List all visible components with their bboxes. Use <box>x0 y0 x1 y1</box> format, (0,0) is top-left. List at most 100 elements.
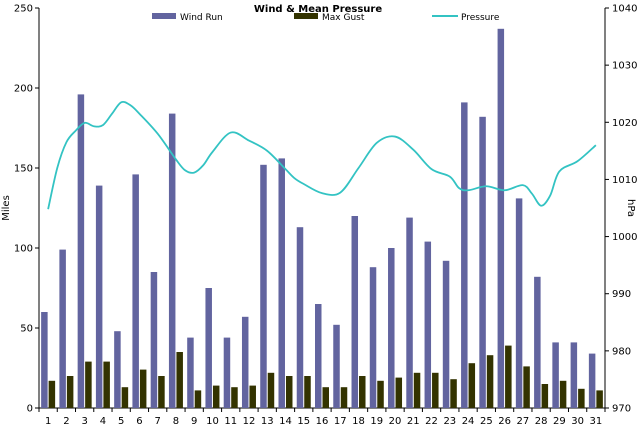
x-tick-label: 27 <box>516 416 529 427</box>
bar-wind-run <box>315 304 322 408</box>
bar-max-gust <box>486 355 494 408</box>
bar-max-gust <box>139 369 147 408</box>
x-tick-label: 12 <box>243 416 256 427</box>
bar-max-gust <box>85 361 92 408</box>
x-tick-label: 26 <box>498 416 511 427</box>
x-tick-label: 23 <box>443 416 456 427</box>
bar-max-gust <box>194 390 202 408</box>
y-tick-label-left: 50 <box>20 324 33 335</box>
x-tick-label: 28 <box>535 416 548 427</box>
bar-max-gust <box>450 379 457 408</box>
x-tick-label: 17 <box>334 416 347 427</box>
bar-wind-run <box>187 337 194 408</box>
bar-wind-run <box>205 288 212 408</box>
bar-wind-run <box>534 276 541 408</box>
bar-wind-run <box>150 272 158 408</box>
bar-wind-run <box>168 113 176 408</box>
bar-max-gust <box>212 385 220 408</box>
legend-label-max-gust: Max Gust <box>322 13 365 23</box>
bar-max-gust <box>304 376 311 408</box>
bar-wind-run <box>461 102 468 409</box>
y-tick-label-left: 250 <box>14 4 33 15</box>
bar-max-gust <box>395 377 403 408</box>
x-tick-label: 1 <box>45 416 51 427</box>
bar-wind-run <box>223 337 231 408</box>
bar-max-gust <box>505 345 512 408</box>
y-tick-label-right: 990 <box>612 289 631 300</box>
bar-max-gust <box>176 352 183 408</box>
bar-max-gust <box>413 372 421 408</box>
bar-max-gust <box>468 363 476 408</box>
x-tick-label: 8 <box>173 416 179 427</box>
y-tick-label-right: 1030 <box>612 61 637 72</box>
bar-wind-run <box>388 248 395 408</box>
bar-wind-run <box>333 324 340 408</box>
pressure-line <box>47 100 597 210</box>
chart-title: Wind & Mean Pressure <box>254 4 382 15</box>
x-tick-label: 13 <box>261 416 274 427</box>
x-tick-label: 19 <box>370 416 383 427</box>
bar-wind-run <box>351 216 359 408</box>
bar-max-gust <box>285 376 293 408</box>
bar-wind-run <box>278 158 285 408</box>
legend-label-pressure: Pressure <box>461 13 500 23</box>
x-tick-label: 15 <box>297 416 310 427</box>
x-tick-label: 10 <box>206 416 219 427</box>
x-tick-label: 24 <box>462 416 475 427</box>
bar-wind-run <box>406 217 413 408</box>
bar-max-gust <box>322 387 329 408</box>
bar-wind-run <box>442 260 450 408</box>
bar-max-gust <box>359 376 366 408</box>
y-tick-label-left: 100 <box>14 244 33 255</box>
y-tick-label-right: 1000 <box>612 232 637 243</box>
bar-max-gust <box>340 387 348 408</box>
bar-wind-run <box>132 174 139 408</box>
bar-wind-run <box>497 28 505 409</box>
x-tick-label: 4 <box>100 416 106 427</box>
x-tick-label: 11 <box>224 416 237 427</box>
x-tick-label: 29 <box>553 416 566 427</box>
bar-max-gust <box>66 376 74 408</box>
bar-wind-run <box>77 94 85 409</box>
bar-wind-run <box>260 164 267 408</box>
bar-wind-run <box>570 342 578 408</box>
y-tick-label-left: 150 <box>14 164 33 175</box>
x-tick-label: 5 <box>118 416 124 427</box>
bar-wind-run <box>241 316 249 408</box>
bar-max-gust <box>541 384 549 408</box>
y-tick-label-left: 200 <box>14 84 33 95</box>
y-axis-label-left: Miles <box>1 195 12 221</box>
x-tick-label: 3 <box>81 416 87 427</box>
x-tick-label: 7 <box>154 416 160 427</box>
bar-wind-run <box>369 267 377 408</box>
x-tick-label: 31 <box>590 416 603 427</box>
x-tick-label: 14 <box>279 416 292 427</box>
y-tick-label-left: 0 <box>27 404 33 415</box>
bar-max-gust <box>249 385 256 408</box>
bar-max-gust <box>432 372 439 408</box>
bar-wind-run <box>424 241 432 408</box>
bar-max-gust <box>578 388 585 408</box>
bar-wind-run <box>296 227 304 408</box>
bar-wind-run <box>41 312 48 408</box>
bar-max-gust <box>596 390 603 408</box>
y-tick-label-right: 1040 <box>612 4 637 15</box>
bar-max-gust <box>523 366 530 408</box>
bar-max-gust <box>103 361 110 408</box>
legend: Wind Run Max Gust Pressure <box>152 13 500 23</box>
bar-wind-run <box>59 249 66 408</box>
bar-wind-run <box>479 116 486 409</box>
bar-wind-run <box>114 331 121 408</box>
x-tick-label: 30 <box>571 416 584 427</box>
x-tick-label: 16 <box>316 416 329 427</box>
bar-wind-run <box>588 353 596 408</box>
y-tick-label-right: 970 <box>612 404 631 415</box>
x-tick-label: 9 <box>191 416 197 427</box>
x-tick-label: 21 <box>407 416 420 427</box>
x-tick-label: 25 <box>480 416 493 427</box>
bar-max-gust <box>559 380 567 408</box>
bar-max-gust <box>121 387 129 408</box>
legend-swatch-wind-run <box>152 13 176 19</box>
legend-swatch-max-gust <box>294 13 318 19</box>
